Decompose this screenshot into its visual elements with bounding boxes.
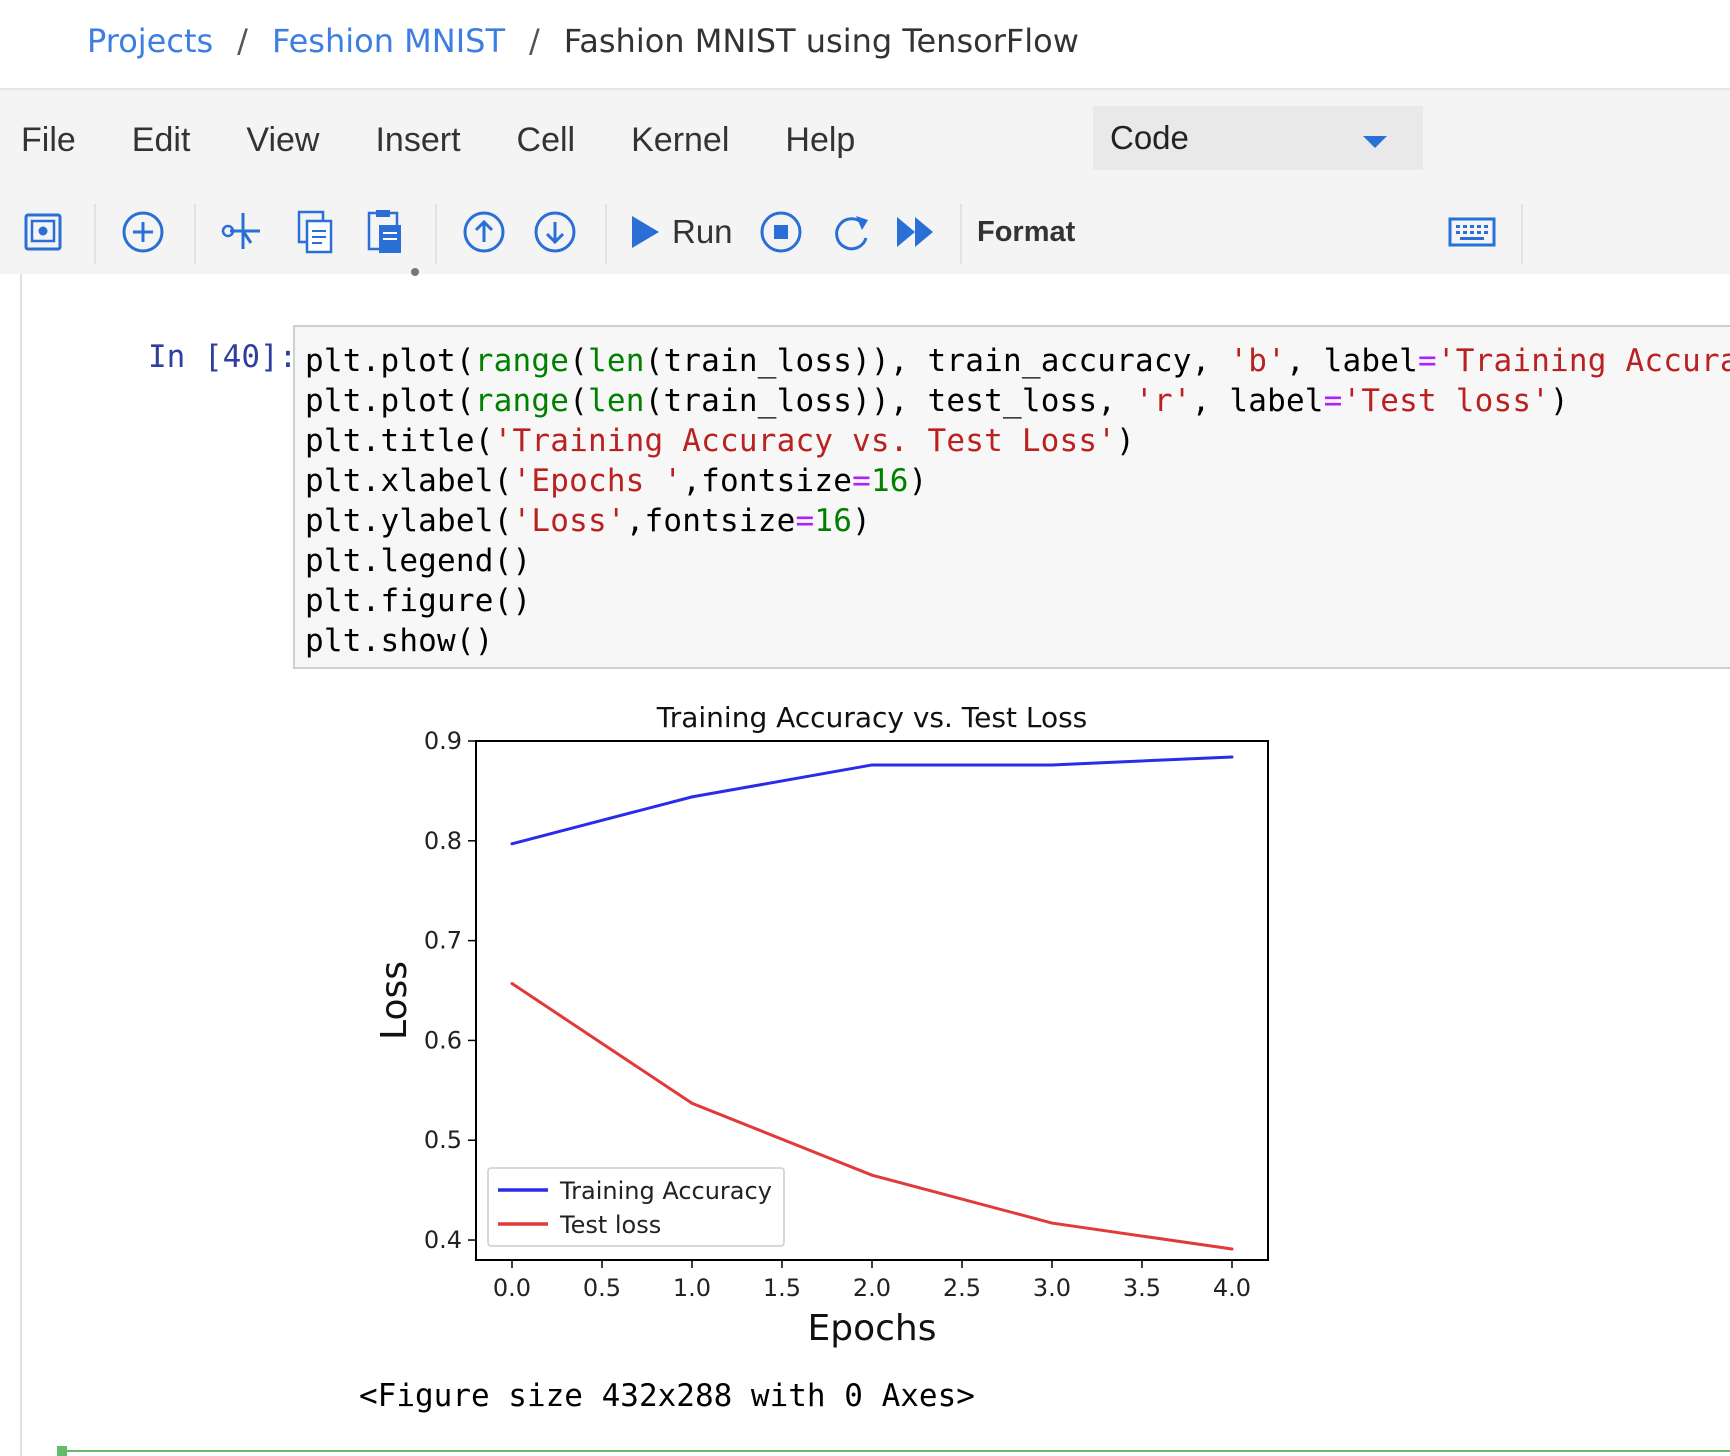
y-tick-label: 0.9 <box>424 727 462 755</box>
code-line: plt.show() <box>305 623 494 659</box>
selected-cell-border <box>57 1450 1730 1452</box>
y-tick-label: 0.8 <box>424 827 462 855</box>
legend-box <box>487 1167 785 1247</box>
copy-icon <box>297 210 333 254</box>
menu-view[interactable]: View <box>246 120 320 159</box>
cell-type-dropdown[interactable]: Code <box>1093 106 1423 170</box>
move-down-icon <box>534 211 576 253</box>
data-point <box>1050 1221 1054 1225</box>
code-line: plt.plot(range(len(train_loss)), test_lo… <box>305 383 1569 419</box>
data-point <box>870 1173 874 1177</box>
data-point <box>690 1101 694 1105</box>
add-cell-button[interactable] <box>120 190 166 274</box>
move-up-icon <box>463 211 505 253</box>
breadcrumb-separator: / <box>237 22 248 60</box>
fast-forward-icon <box>897 217 933 247</box>
add-cell-icon <box>122 211 164 253</box>
y-tick-label: 0.7 <box>424 927 462 955</box>
save-icon <box>24 213 62 251</box>
y-axis-label: Loss <box>374 961 415 1040</box>
y-tick-label: 0.6 <box>424 1026 462 1054</box>
toolbar-divider <box>94 204 96 264</box>
legend-label: Test loss <box>559 1211 661 1239</box>
restart-kernel-button[interactable] <box>830 190 876 274</box>
y-tick-label: 0.4 <box>424 1226 462 1254</box>
toolbar-divider <box>194 204 196 264</box>
x-tick-label: 0.0 <box>493 1274 531 1302</box>
breadcrumb-project-link[interactable]: Feshion MNIST <box>271 22 505 60</box>
code-line: plt.figure() <box>305 583 532 619</box>
menu-cell[interactable]: Cell <box>516 120 576 159</box>
breadcrumb-separator: / <box>529 22 540 60</box>
copy-button[interactable] <box>292 190 338 274</box>
format-label: Format <box>977 215 1076 248</box>
cut-icon <box>221 213 260 249</box>
data-point <box>1230 755 1234 759</box>
menu-edit[interactable]: Edit <box>131 120 191 159</box>
menu-help[interactable]: Help <box>785 120 856 159</box>
move-up-button[interactable] <box>461 190 507 274</box>
run-all-button[interactable] <box>892 190 938 274</box>
menu-insert[interactable]: Insert <box>375 120 461 159</box>
cell-output-chart: 0.0 0.5 1.0 1.5 2.0 2.5 3.0 3.5 4.0 0.4 0.5 0.6 0.7 0… <box>360 690 1310 1350</box>
data-point <box>510 982 514 986</box>
notebook-toolbar-area: File Edit View Insert Cell Kernel Help <box>0 90 1730 274</box>
toolbar-divider <box>1521 204 1523 264</box>
paste-button[interactable] <box>362 190 408 274</box>
keyboard-shortcuts-button[interactable] <box>1447 190 1497 274</box>
breadcrumb: Projects / Feshion MNIST / Fashion MNIST… <box>87 18 1079 64</box>
x-tick-label: 1.0 <box>673 1274 711 1302</box>
run-button[interactable]: Run <box>630 190 740 274</box>
toolbar-divider <box>960 204 962 264</box>
code-line: plt.ylabel('Loss',fontsize=16) <box>305 503 871 539</box>
menubar: File Edit View Insert Cell Kernel Help <box>0 90 890 190</box>
menu-kernel[interactable]: Kernel <box>631 120 730 159</box>
data-point <box>690 795 694 799</box>
stop-button[interactable] <box>758 190 804 274</box>
code-line: plt.title('Training Accuracy vs. Test Lo… <box>305 423 1136 459</box>
stop-icon <box>760 211 802 253</box>
toolbar-divider <box>435 204 437 264</box>
header-divider <box>0 88 1730 90</box>
code-cell-editor[interactable]: plt.plot(range(len(train_loss)), train_a… <box>293 325 1730 669</box>
cut-button[interactable] <box>220 190 266 274</box>
cell-prompt: In [40]: <box>148 339 298 375</box>
paste-icon <box>367 210 401 253</box>
cell-type-value: Code <box>1110 119 1189 156</box>
x-tick-label: 2.5 <box>943 1274 981 1302</box>
y-tick-label: 0.5 <box>424 1126 462 1154</box>
previous-cell-remnant <box>411 268 419 276</box>
data-point <box>1050 763 1054 767</box>
code-line: plt.plot(range(len(train_loss)), train_a… <box>305 343 1730 379</box>
data-point <box>870 763 874 767</box>
x-tick-label: 0.5 <box>583 1274 621 1302</box>
menu-file[interactable]: File <box>21 120 76 159</box>
x-tick-label: 1.5 <box>763 1274 801 1302</box>
keyboard-icon <box>1448 217 1496 247</box>
x-axis-label: Epochs <box>808 1308 937 1349</box>
run-button-label: Run <box>672 213 733 250</box>
line-chart: 0.0 0.5 1.0 1.5 2.0 2.5 3.0 3.5 4.0 0.4 0.5 0.6 0.7 0… <box>374 701 1269 1349</box>
x-tick-label: 4.0 <box>1213 1274 1251 1302</box>
chart-title: Training Accuracy vs. Test Loss <box>656 701 1088 734</box>
restart-icon <box>835 216 868 251</box>
breadcrumb-projects-link[interactable]: Projects <box>87 22 214 60</box>
x-tick-label: 3.5 <box>1123 1274 1161 1302</box>
save-button[interactable] <box>20 190 66 274</box>
data-point <box>1230 1247 1234 1251</box>
x-tick-label: 2.0 <box>853 1274 891 1302</box>
toolbar: Run Format <box>0 190 1730 274</box>
code-line: plt.xlabel('Epochs ',fontsize=16) <box>305 463 928 499</box>
data-point <box>510 842 514 846</box>
selected-cell-marker <box>57 1446 67 1456</box>
run-icon <box>632 216 659 248</box>
x-tick-label: 3.0 <box>1033 1274 1071 1302</box>
legend-label: Training Accuracy <box>559 1177 772 1205</box>
notebook-title: Fashion MNIST using TensorFlow <box>563 22 1079 60</box>
move-down-button[interactable] <box>532 190 578 274</box>
code-line: plt.legend() <box>305 543 532 579</box>
cell-output-text: <Figure size 432x288 with 0 Axes> <box>359 1378 975 1414</box>
chevron-down-icon <box>1363 136 1387 148</box>
toolbar-divider <box>605 204 607 264</box>
